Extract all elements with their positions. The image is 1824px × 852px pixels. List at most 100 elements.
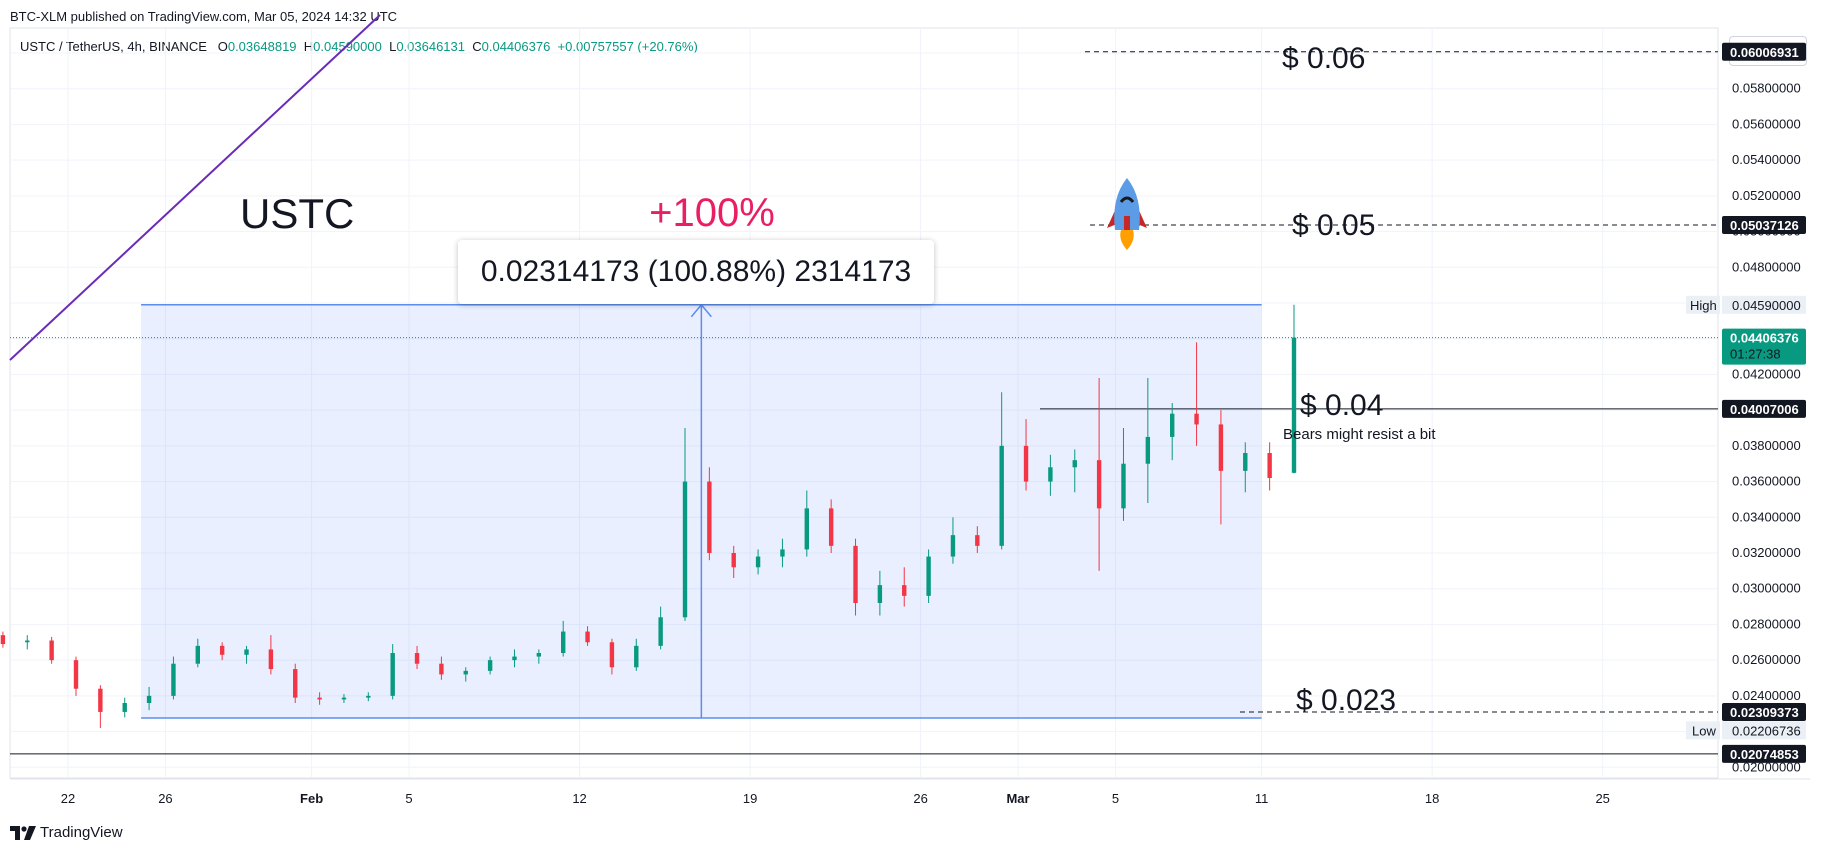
candle-body: [804, 508, 809, 550]
candle-body: [877, 585, 883, 603]
level-006-label: $ 0.06: [1282, 42, 1365, 75]
candle-body: [98, 688, 103, 712]
candle-body: [828, 508, 834, 546]
price-level-tag-bg: [1722, 399, 1806, 418]
low-tag: 0.02206736: [1732, 723, 1801, 738]
level-004-note: Bears might resist a bit: [1283, 426, 1436, 443]
level-004-label: $ 0.04: [1300, 389, 1383, 422]
level-0023-label: $ 0.023: [1296, 684, 1396, 717]
measure-readout: 0.02314173 (100.88%) 2314173: [458, 240, 934, 304]
gain-annotation: +100%: [649, 191, 775, 235]
candle-body: [463, 670, 468, 675]
price-level-tag-bg: [1722, 215, 1806, 234]
candle-body: [390, 653, 395, 696]
candle-body: [658, 617, 663, 646]
x-tick-label: Feb: [300, 791, 323, 806]
rocket-icon: [1107, 178, 1147, 250]
x-tick-label: 26: [158, 791, 172, 806]
candle-body: [487, 660, 493, 671]
trend-line: [9, 14, 381, 361]
low-tag-bg: [1722, 721, 1806, 740]
x-tick-label: 12: [572, 791, 586, 806]
candle-body: [1291, 337, 1297, 473]
candle-body: [853, 545, 858, 603]
x-tick-label: 5: [405, 791, 412, 806]
low-label: Low: [1692, 723, 1716, 738]
candle-body: [1170, 413, 1175, 437]
legend-high-label: H: [303, 39, 314, 54]
legend-open: 0.03648819: [227, 39, 297, 54]
tradingview-logo-icon: [10, 825, 36, 840]
candle-body: [293, 669, 298, 698]
candle-body: [609, 642, 615, 668]
candle-body: [366, 695, 371, 698]
y-tick-label: 0.04800000: [1732, 259, 1801, 274]
candle-body: [171, 663, 176, 696]
candle-body: [780, 549, 785, 557]
last-price-tag-bg: [1722, 328, 1806, 365]
candle-body: [244, 649, 249, 655]
candle-body: [341, 697, 347, 700]
candle-body: [195, 645, 200, 664]
legend-low: 0.03646131: [396, 39, 465, 54]
candle-body: [25, 640, 30, 643]
y-tick-label: 0.02000000: [1732, 759, 1801, 774]
price-levels-group: [10, 51, 1718, 755]
price-level-tag-bg: [1722, 744, 1806, 763]
candle-body: [512, 656, 517, 661]
plot-frame: [9, 27, 1719, 779]
y-tick-label: 0.03400000: [1732, 509, 1801, 524]
y-tick-label: 0.02800000: [1732, 616, 1801, 631]
candle-body: [1072, 460, 1077, 468]
candles-group: [0, 304, 1297, 728]
candle-body: [1023, 445, 1029, 482]
candle-body: [634, 645, 639, 668]
candle-body: [1218, 424, 1224, 471]
y-tick-label: 0.02600000: [1732, 652, 1801, 667]
candle-body: [1048, 467, 1053, 482]
candle-body: [755, 556, 761, 568]
candle-body: [902, 585, 907, 596]
candle-body: [73, 660, 79, 689]
rocket-flame: [1120, 230, 1134, 250]
y-tick-label: 0.02400000: [1732, 688, 1801, 703]
x-tick-label: 19: [743, 791, 757, 806]
candle-body: [268, 649, 274, 670]
candle-body: [585, 631, 590, 643]
candle-body: [707, 481, 712, 553]
x-tick-label: 25: [1595, 791, 1609, 806]
countdown-tag: 01:27:38: [1730, 347, 1781, 362]
tradingview-logo[interactable]: TradingView: [10, 824, 123, 841]
high-tag-bg: [1722, 295, 1806, 314]
candle-body: [49, 640, 54, 661]
y-tick-label: 0.05800000: [1732, 81, 1801, 96]
candle-body: [999, 445, 1004, 546]
published-caption: BTC-XLM published on TradingView.com, Ma…: [10, 9, 398, 24]
y-tick-label: 0.05200000: [1732, 188, 1801, 203]
candle-body: [561, 631, 566, 653]
legend-open-label: O: [217, 39, 228, 54]
last-price-tag: 0.04406376: [1730, 331, 1799, 346]
y-tick-label: 0.03800000: [1732, 438, 1801, 453]
rocket-window: [1119, 196, 1135, 203]
x-tick-label: 18: [1425, 791, 1439, 806]
candle-body: [439, 663, 444, 675]
candle-body: [731, 553, 736, 568]
y-tick-label: 0.03600000: [1732, 474, 1801, 489]
y-tick-label: 0.05600000: [1732, 116, 1801, 131]
high-label-bg: [1686, 295, 1720, 314]
candle-body: [414, 653, 420, 664]
level-005-label: $ 0.05: [1292, 209, 1375, 242]
candle-body: [219, 645, 225, 655]
legend-low-label: L: [389, 39, 397, 54]
price-level-tag-bg: [1722, 703, 1806, 722]
legend-change: +0.00757557 (+20.76%): [557, 39, 698, 54]
candle-body: [1243, 453, 1248, 471]
candle-body: [146, 695, 152, 703]
price-level-tag: 0.02309373: [1730, 705, 1799, 720]
title-annotation: USTC: [240, 190, 354, 237]
annotations-group: USTC +100% $ 0.06 $ 0.05 $ 0.04 Bears might r…: [9, 14, 1436, 717]
price-level-tag: 0.04007006: [1730, 402, 1799, 417]
candle-body: [317, 697, 322, 700]
